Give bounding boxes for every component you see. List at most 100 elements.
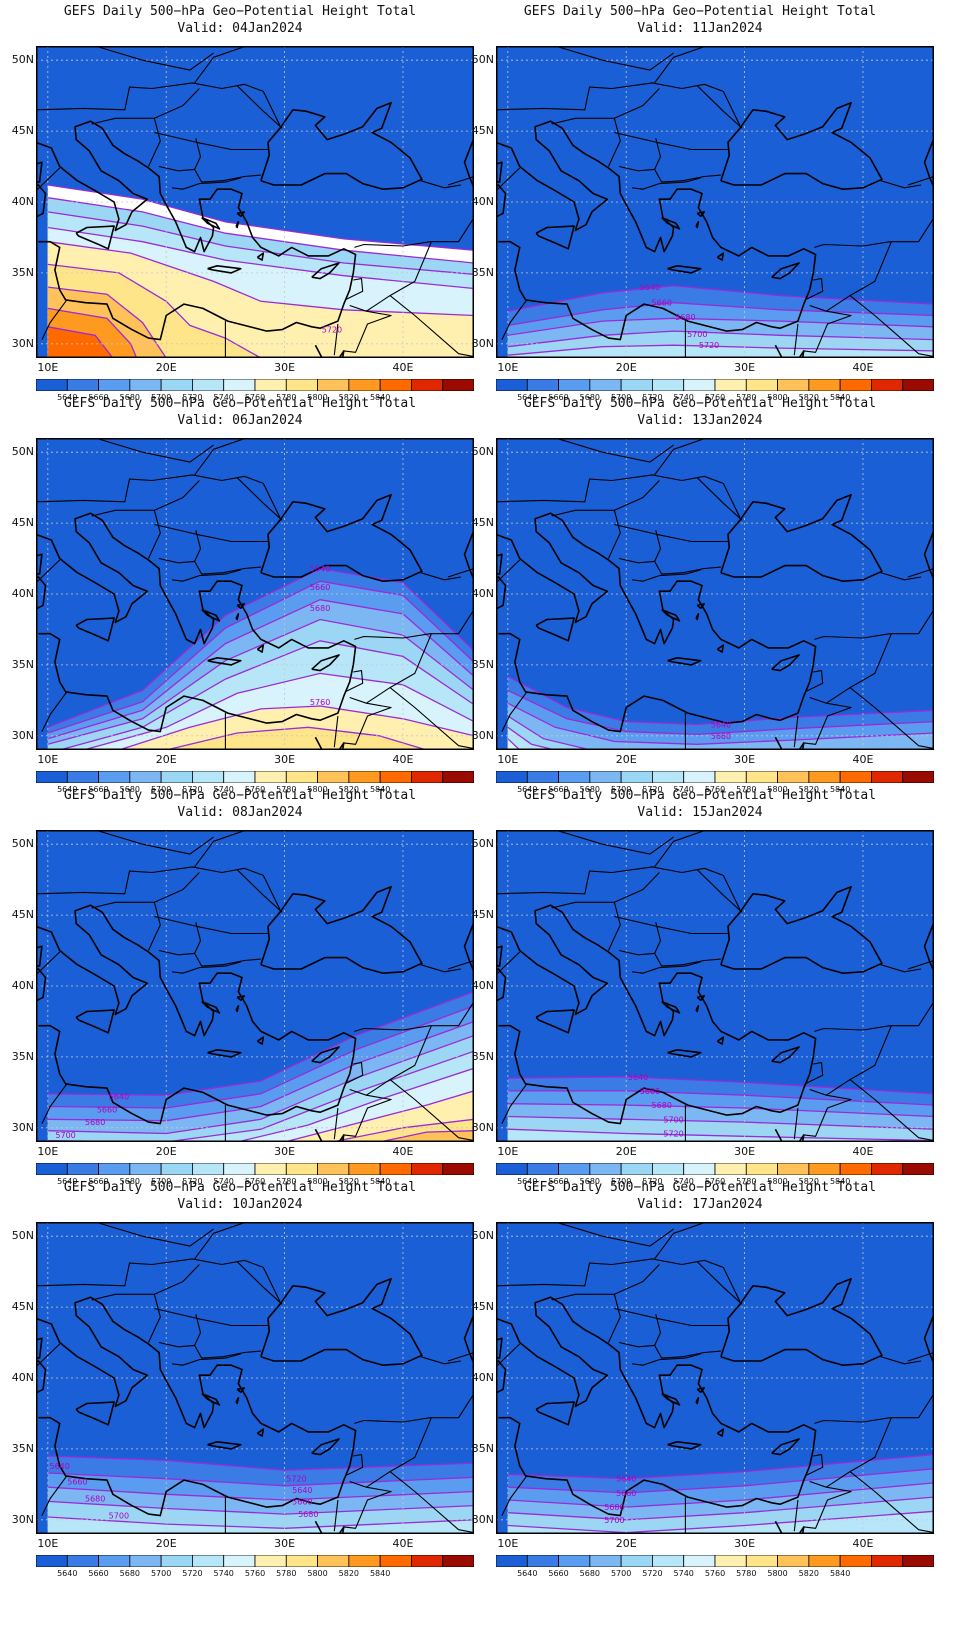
coastline: [716, 1036, 725, 1045]
legend-swatch: [620, 1555, 653, 1567]
legend-swatch: [871, 1163, 904, 1175]
lat-tick-label: 30N: [11, 1512, 34, 1526]
legend-label: 5720: [182, 393, 203, 402]
coastline: [236, 1387, 246, 1393]
legend-label: 5700: [610, 1177, 632, 1186]
country-border: [154, 131, 268, 151]
legend-swatch: [839, 1555, 872, 1567]
lat-tick-label: 40N: [11, 587, 34, 600]
country-border: [420, 964, 462, 973]
legend-label: 5840: [829, 1177, 851, 1186]
coastline: [36, 120, 357, 341]
legend-label: 5720: [642, 785, 663, 794]
contour-label: 5680: [85, 1118, 105, 1127]
lat-tick-label: 50N: [11, 53, 34, 67]
country-border: [194, 922, 261, 967]
country-border: [447, 1351, 474, 1362]
legend-swatch: [285, 1555, 318, 1567]
legend-swatch: [902, 1555, 934, 1567]
country-border: [154, 915, 268, 935]
country-border: [389, 295, 474, 358]
contour-label: 5640: [616, 1475, 636, 1484]
coastline: [774, 1520, 805, 1534]
legend-label: 5740: [213, 393, 234, 402]
lat-tick-label: 45N: [11, 1300, 34, 1314]
legend-swatch: [317, 1555, 350, 1567]
country-border: [618, 557, 655, 564]
coastline: [535, 617, 575, 642]
coastline: [720, 493, 883, 582]
lat-tick-label: 40N: [11, 195, 34, 208]
coastline: [311, 654, 340, 672]
lon-tick-label: 10E: [37, 1145, 59, 1158]
legend-swatch: [683, 379, 716, 391]
coastline: [311, 1438, 340, 1456]
country-border: [793, 1107, 799, 1140]
contour-line: [507, 689, 934, 736]
country-border: [36, 866, 281, 910]
legend-label: 5760: [704, 1569, 726, 1578]
contour-label: 5640: [628, 1073, 648, 1082]
country-border: [349, 1417, 432, 1488]
contour-label: 5680: [85, 1495, 105, 1504]
country-border: [333, 1107, 339, 1140]
coastline: [201, 1392, 221, 1406]
country-border: [496, 167, 521, 192]
legend-swatch: [442, 771, 474, 783]
coastline: [36, 184, 47, 218]
lat-tick-label: 35N: [11, 657, 34, 671]
legend-swatch: [839, 379, 872, 391]
lat-tick-label: 35N: [11, 1049, 34, 1063]
panel-valid-date: Valid: 17Jan2024: [637, 1197, 763, 1212]
coastline: [463, 1313, 474, 1365]
legend-label: 5680: [119, 785, 141, 794]
lon-tick-label: 40E: [392, 1145, 414, 1158]
coastline: [535, 225, 575, 250]
lat-tick-label: 45N: [11, 516, 34, 530]
country-border: [880, 572, 922, 581]
contour-line: [47, 1455, 474, 1471]
contour-label: 5680: [310, 604, 330, 613]
lon-tick-label: 30E: [274, 753, 296, 766]
legend-swatch: [777, 1555, 810, 1567]
legend-swatch: [348, 1163, 381, 1175]
legend-label: 5760: [244, 785, 266, 794]
contour-line: [47, 307, 138, 358]
legend-label: 5640: [57, 1177, 78, 1186]
legend-label: 5660: [548, 785, 569, 794]
contour-line: [47, 991, 474, 1096]
contour-line: [47, 599, 474, 740]
country-border: [147, 1294, 161, 1343]
contour-line: [507, 702, 934, 745]
contour-label: 5660: [97, 1105, 117, 1114]
lon-tick-label: 40E: [392, 361, 414, 374]
country-border: [614, 915, 728, 935]
country-border: [91, 872, 200, 909]
legend-label: 5680: [119, 393, 141, 402]
map-frame: [496, 830, 934, 1142]
country-border: [555, 1222, 674, 1247]
legend-swatch: [745, 771, 778, 783]
contour-label: 5660: [292, 1497, 312, 1506]
country-border: [91, 88, 200, 125]
coastline: [75, 225, 115, 250]
country-border: [147, 118, 161, 167]
coastline: [314, 1128, 345, 1142]
contour-line: [47, 580, 474, 734]
legend-label: 5640: [517, 1177, 538, 1186]
contour-label: 5660: [616, 1489, 636, 1498]
lat-tick-label: 50N: [11, 1229, 34, 1243]
legend-swatch: [66, 771, 99, 783]
country-border: [804, 670, 824, 693]
lat-tick-label: 50N: [471, 53, 494, 67]
country-border: [194, 46, 248, 84]
country-border: [36, 82, 281, 126]
legend-swatch: [620, 379, 653, 391]
map-frame: [36, 46, 474, 358]
lat-tick-label: 50N: [471, 837, 494, 851]
legend-swatch: [714, 379, 747, 391]
coastline: [716, 644, 725, 653]
country-border: [654, 830, 708, 868]
coastline: [236, 603, 246, 609]
coastline: [463, 921, 474, 973]
